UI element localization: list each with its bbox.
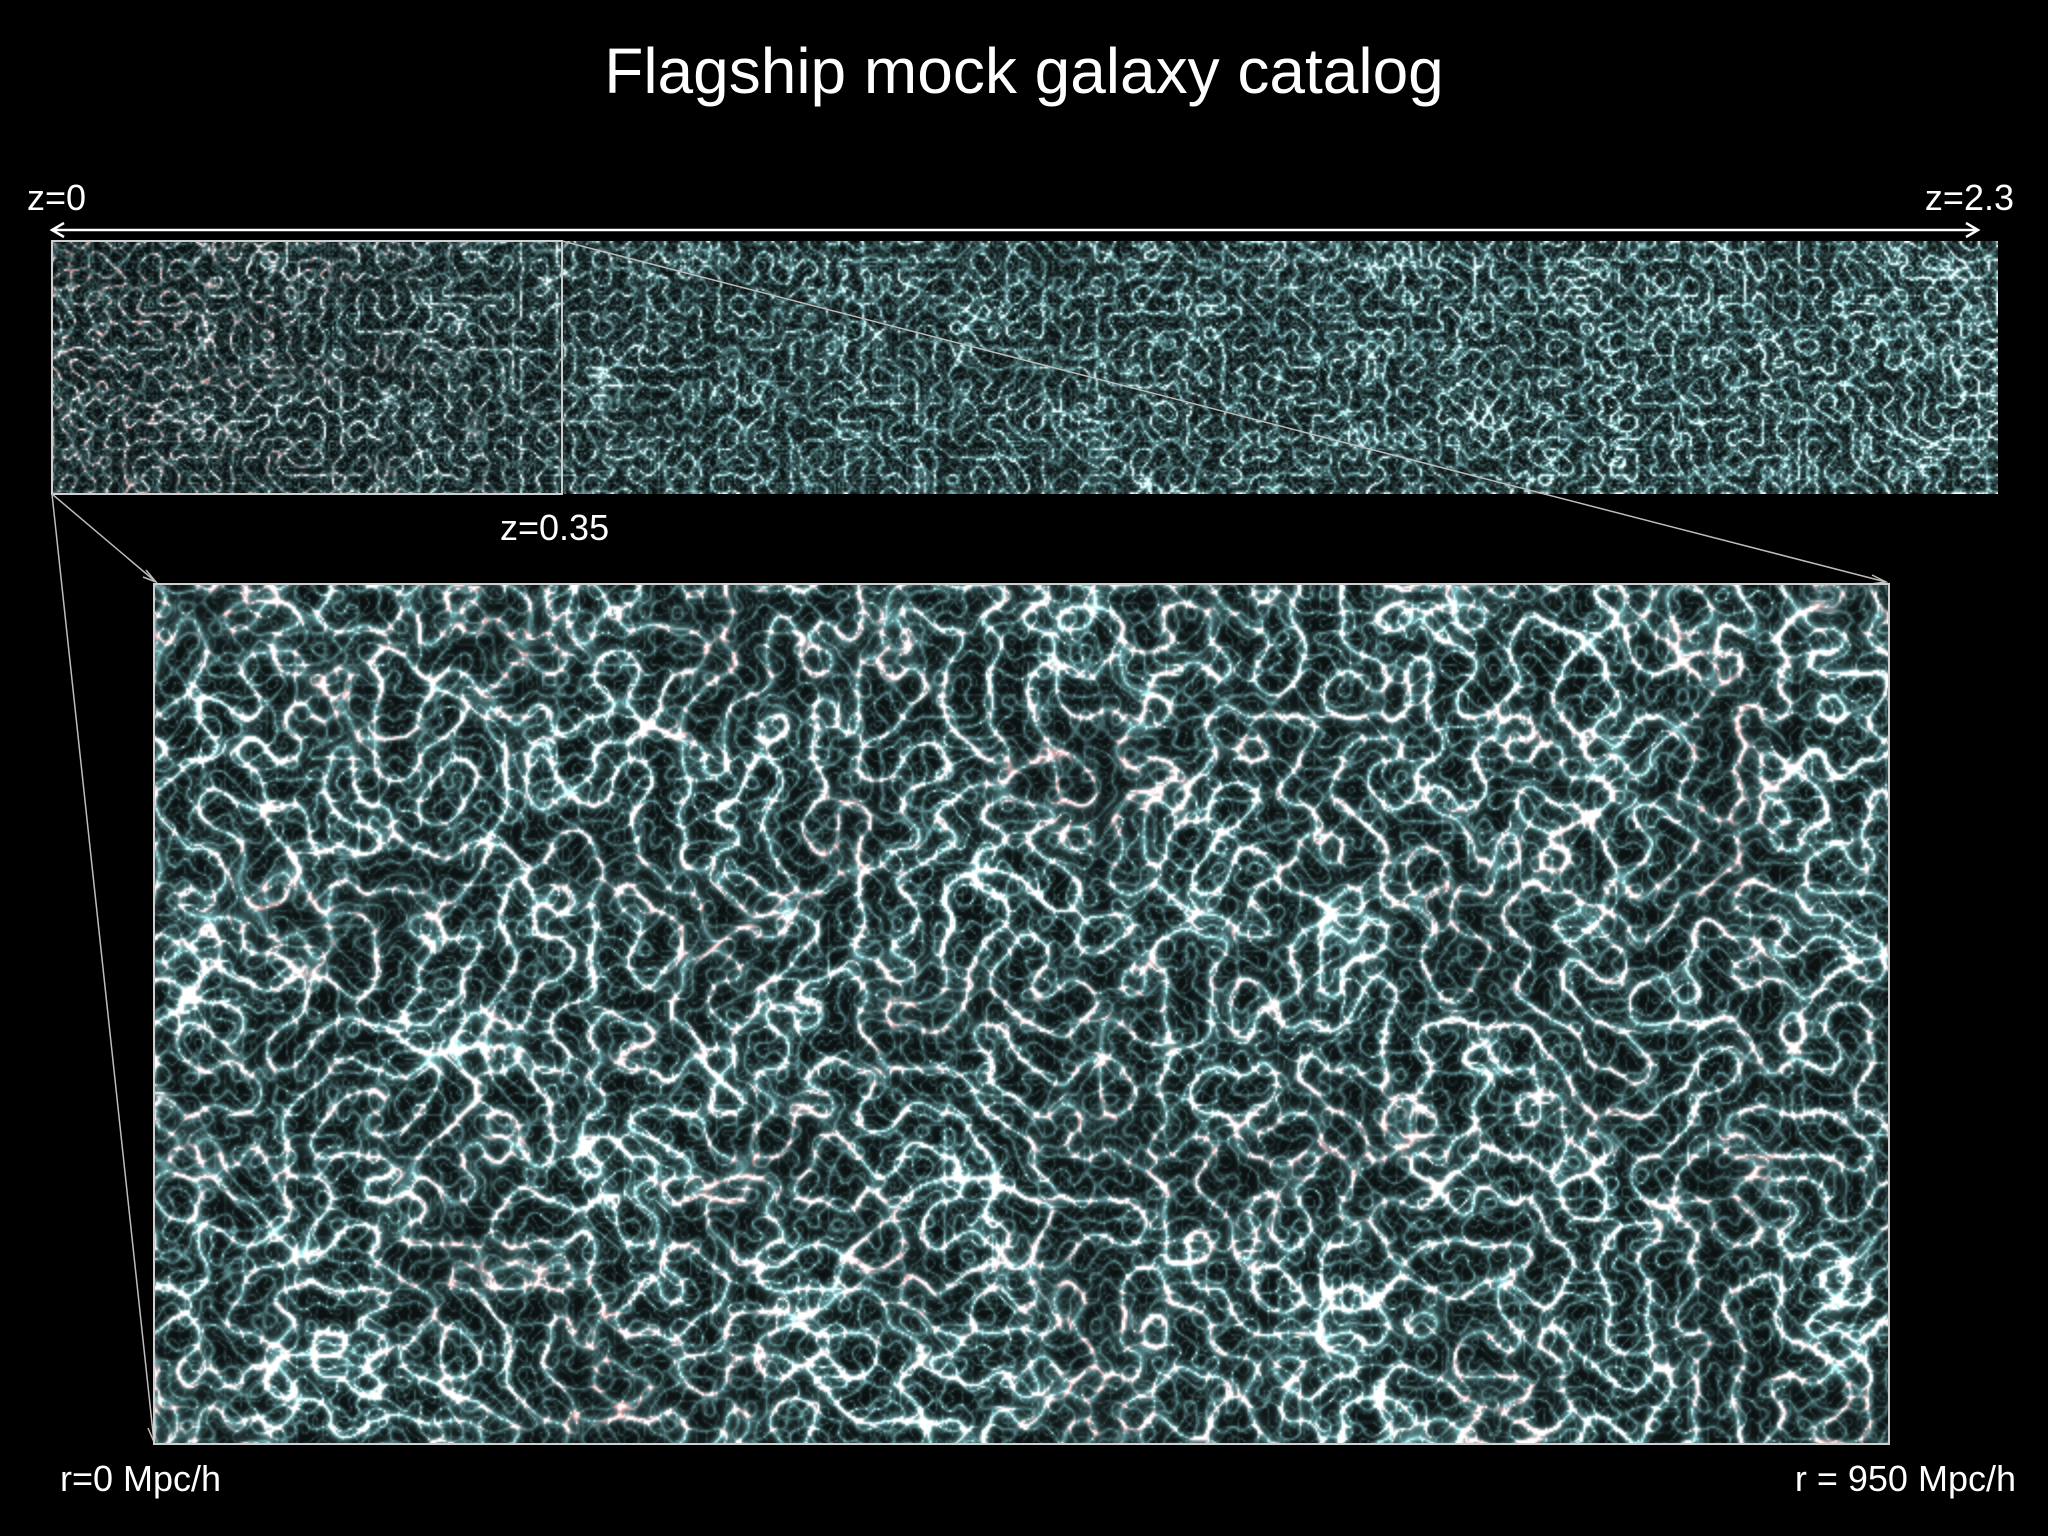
redshift-end-label: z=2.3 (1924, 177, 2014, 218)
page-title: Flagship mock galaxy catalog (604, 35, 1444, 107)
zoom-panel-image (154, 584, 1889, 1444)
redshift-arrow (49, 221, 1981, 239)
distance-start-label: r=0 Mpc/h (60, 1458, 222, 1499)
distance-end-label: r = 950 Mpc/h (1794, 1458, 2016, 1499)
lightcone-strip-image (52, 241, 1998, 494)
zoom-redshift-label: z=0.35 (500, 507, 610, 548)
redshift-start-label: z=0 (27, 177, 87, 218)
